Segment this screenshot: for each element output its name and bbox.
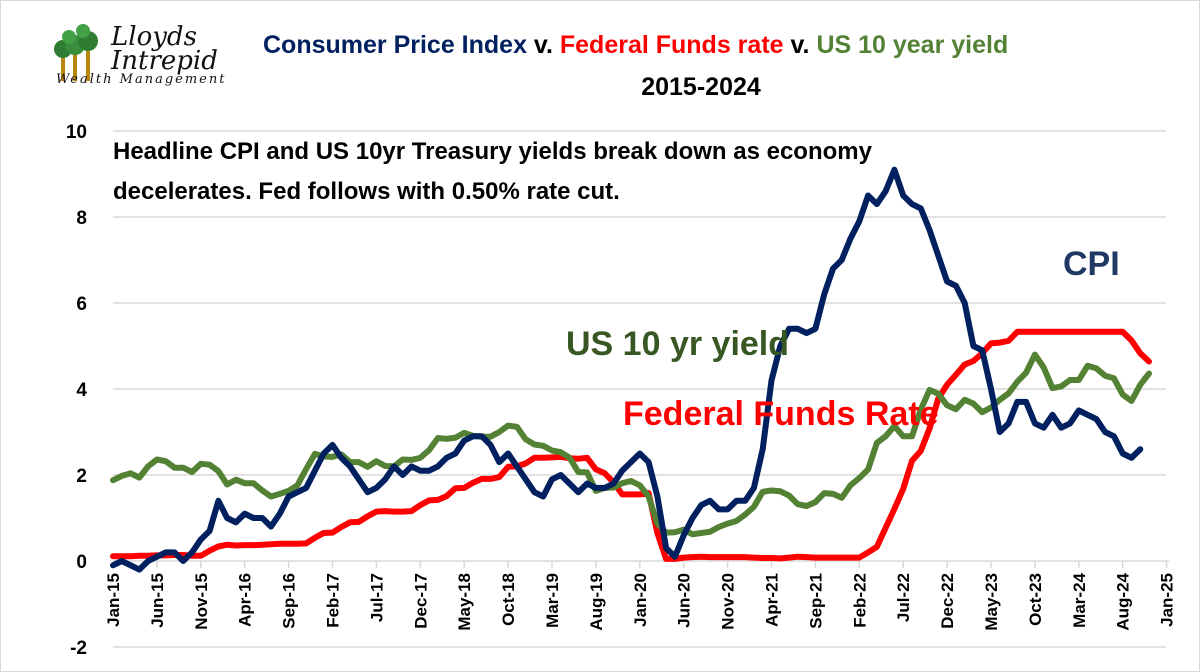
y-tick-label: 10 bbox=[66, 122, 87, 143]
title-fed: Federal Funds rate bbox=[560, 31, 784, 59]
series-label-cpi: CPI bbox=[1063, 245, 1120, 283]
x-tick-label: Feb-22 bbox=[850, 573, 869, 628]
x-tick-label: Feb-17 bbox=[324, 573, 343, 628]
x-tick-label: Dec-22 bbox=[938, 573, 957, 629]
gridlines bbox=[113, 130, 1166, 648]
x-tick-label: Jun-20 bbox=[675, 573, 694, 628]
x-tick-label: Nov-15 bbox=[192, 573, 211, 630]
chart-subtitle: 2015-2024 bbox=[641, 73, 761, 101]
x-tick-label: Jan-15 bbox=[104, 573, 123, 627]
logo-line2: Intrepid bbox=[110, 46, 218, 76]
x-tick-label: Jul-17 bbox=[367, 573, 386, 622]
x-axis: Jan-15 Jun-15 Nov-15 Apr-16 Sep-16 Feb-17 Jul-… bbox=[104, 560, 1177, 631]
x-tick-label: Sep-21 bbox=[806, 573, 825, 629]
title-sep: v. bbox=[527, 31, 560, 59]
x-tick-label: May-23 bbox=[982, 573, 1001, 631]
y-axis: -2 0 2 4 6 8 10 bbox=[66, 122, 88, 659]
x-tick-label: Oct-18 bbox=[499, 573, 518, 626]
x-tick-label: Jan-25 bbox=[1158, 573, 1177, 627]
logo-line1: Lloyds bbox=[110, 22, 197, 52]
x-tick-label: Mar-19 bbox=[543, 573, 562, 628]
series-line-cpi bbox=[110, 166, 1144, 573]
x-tick-label: Apr-16 bbox=[236, 573, 255, 627]
x-tick-label: Aug-19 bbox=[587, 573, 606, 631]
x-tick-label: Oct-23 bbox=[1026, 573, 1045, 626]
x-tick-label: Dec-17 bbox=[411, 573, 430, 629]
series-line-federal-funds-rate bbox=[110, 328, 1152, 562]
x-tick-label: Sep-16 bbox=[280, 573, 299, 629]
series-label-fed: Federal Funds Rate bbox=[623, 395, 939, 433]
x-tick-label: Nov-20 bbox=[719, 573, 738, 630]
y-tick-label: 2 bbox=[76, 466, 87, 487]
tree-icon bbox=[54, 24, 98, 81]
x-tick-label: Aug-24 bbox=[1114, 572, 1133, 630]
x-tick-label: Jun-15 bbox=[148, 573, 167, 628]
x-tick-label: Apr-21 bbox=[763, 573, 782, 627]
series-label-yield: US 10 yr yield bbox=[566, 325, 789, 363]
title-sep: v. bbox=[784, 31, 817, 59]
y-tick-label: 8 bbox=[76, 208, 87, 229]
y-tick-label: 0 bbox=[76, 552, 87, 573]
annotation-line1: Headline CPI and US 10yr Treasury yields… bbox=[113, 138, 873, 165]
logo: Lloyds Intrepid Wealth Management bbox=[54, 22, 226, 87]
title-cpi: Consumer Price Index bbox=[263, 31, 527, 59]
x-tick-label: May-18 bbox=[455, 573, 474, 631]
annotation-line2: decelerates. Fed follows with 0.50% rate… bbox=[113, 178, 620, 205]
chart-title: Consumer Price Index v. Federal Funds ra… bbox=[263, 31, 1008, 59]
x-tick-label: Jul-22 bbox=[894, 573, 913, 622]
series-lines bbox=[110, 166, 1152, 573]
series-line-us-10-yr-yield bbox=[110, 351, 1152, 538]
logo-line3: Wealth Management bbox=[56, 72, 226, 87]
y-tick-label: 6 bbox=[76, 294, 87, 315]
y-tick-label: -2 bbox=[70, 638, 87, 659]
y-tick-label: 4 bbox=[76, 380, 87, 401]
title-yield: US 10 year yield bbox=[816, 31, 1008, 59]
x-tick-label: Jan-20 bbox=[631, 573, 650, 627]
x-tick-label: Mar-24 bbox=[1070, 572, 1089, 627]
